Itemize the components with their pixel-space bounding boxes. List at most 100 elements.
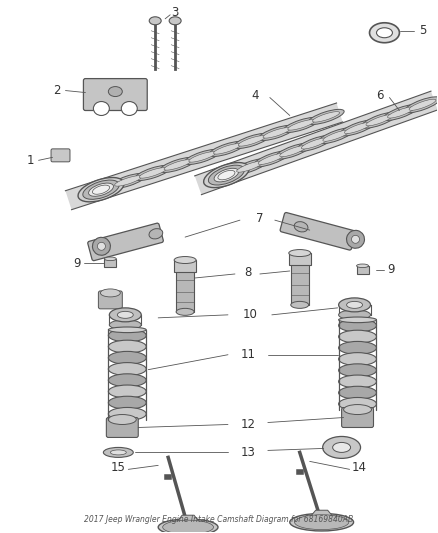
- Ellipse shape: [361, 112, 397, 128]
- Ellipse shape: [357, 264, 368, 268]
- Ellipse shape: [339, 310, 371, 320]
- Ellipse shape: [110, 173, 146, 189]
- Ellipse shape: [388, 107, 414, 118]
- Ellipse shape: [92, 185, 110, 194]
- Ellipse shape: [346, 301, 363, 309]
- FancyBboxPatch shape: [342, 408, 374, 427]
- Ellipse shape: [178, 524, 198, 530]
- Bar: [291, 263, 309, 305]
- Ellipse shape: [339, 398, 377, 410]
- Ellipse shape: [366, 115, 393, 126]
- Ellipse shape: [108, 407, 146, 421]
- Ellipse shape: [232, 159, 268, 174]
- Ellipse shape: [313, 111, 339, 122]
- Bar: [357, 266, 368, 274]
- Ellipse shape: [139, 168, 166, 178]
- FancyBboxPatch shape: [83, 78, 147, 110]
- Ellipse shape: [135, 165, 171, 181]
- Text: 9: 9: [388, 263, 395, 277]
- Circle shape: [346, 230, 364, 248]
- Circle shape: [92, 237, 110, 255]
- Ellipse shape: [169, 522, 208, 532]
- Text: 6: 6: [376, 89, 383, 102]
- Ellipse shape: [78, 177, 124, 202]
- Ellipse shape: [339, 364, 377, 377]
- Ellipse shape: [339, 353, 377, 366]
- Ellipse shape: [339, 386, 377, 399]
- Ellipse shape: [291, 301, 309, 309]
- Ellipse shape: [214, 168, 239, 182]
- Ellipse shape: [311, 519, 333, 525]
- Ellipse shape: [149, 229, 163, 239]
- Ellipse shape: [104, 257, 117, 261]
- Ellipse shape: [234, 133, 270, 148]
- Ellipse shape: [208, 165, 244, 185]
- Ellipse shape: [318, 128, 354, 143]
- FancyBboxPatch shape: [106, 417, 138, 438]
- Ellipse shape: [294, 222, 308, 232]
- Text: 14: 14: [352, 461, 367, 474]
- Ellipse shape: [339, 375, 377, 388]
- Ellipse shape: [83, 180, 119, 199]
- Ellipse shape: [108, 329, 146, 342]
- Ellipse shape: [301, 138, 328, 149]
- Ellipse shape: [238, 136, 265, 146]
- Bar: [174, 260, 196, 272]
- Ellipse shape: [108, 385, 146, 398]
- Ellipse shape: [108, 351, 146, 364]
- Text: 3: 3: [171, 6, 179, 19]
- Ellipse shape: [370, 23, 399, 43]
- Ellipse shape: [176, 309, 194, 316]
- Ellipse shape: [280, 146, 307, 157]
- Ellipse shape: [103, 447, 133, 457]
- Ellipse shape: [184, 149, 220, 164]
- Ellipse shape: [108, 415, 136, 424]
- Text: 11: 11: [240, 348, 255, 361]
- FancyBboxPatch shape: [88, 223, 163, 261]
- Ellipse shape: [218, 171, 235, 180]
- Ellipse shape: [275, 143, 311, 159]
- Ellipse shape: [323, 437, 360, 458]
- Polygon shape: [173, 515, 203, 527]
- Text: 1: 1: [27, 154, 34, 167]
- Text: 5: 5: [419, 24, 427, 37]
- Ellipse shape: [108, 362, 146, 375]
- Ellipse shape: [323, 130, 350, 141]
- Ellipse shape: [189, 152, 216, 162]
- Ellipse shape: [377, 28, 392, 38]
- Polygon shape: [306, 510, 338, 522]
- Ellipse shape: [344, 123, 371, 134]
- Ellipse shape: [169, 17, 181, 25]
- Text: 13: 13: [240, 446, 255, 459]
- Ellipse shape: [332, 442, 350, 453]
- Ellipse shape: [108, 86, 122, 96]
- Text: 12: 12: [240, 418, 255, 431]
- Bar: [104, 259, 117, 267]
- Ellipse shape: [158, 519, 218, 533]
- Ellipse shape: [162, 520, 213, 533]
- Ellipse shape: [258, 125, 295, 140]
- Ellipse shape: [339, 298, 371, 312]
- Ellipse shape: [108, 340, 146, 353]
- Ellipse shape: [258, 154, 285, 165]
- Ellipse shape: [108, 327, 146, 333]
- Ellipse shape: [214, 144, 240, 154]
- Text: 4: 4: [251, 89, 258, 102]
- Ellipse shape: [209, 141, 245, 156]
- Ellipse shape: [263, 128, 290, 138]
- Polygon shape: [195, 91, 438, 195]
- Ellipse shape: [308, 109, 344, 124]
- Text: 8: 8: [244, 266, 251, 279]
- Bar: [176, 270, 194, 312]
- Bar: [289, 253, 311, 265]
- FancyBboxPatch shape: [99, 291, 122, 309]
- Circle shape: [97, 243, 106, 251]
- Ellipse shape: [117, 311, 133, 318]
- Ellipse shape: [100, 289, 120, 297]
- Ellipse shape: [343, 405, 371, 415]
- Ellipse shape: [339, 319, 377, 332]
- Ellipse shape: [121, 101, 137, 116]
- Ellipse shape: [409, 99, 436, 110]
- Ellipse shape: [297, 135, 332, 151]
- Ellipse shape: [290, 513, 353, 531]
